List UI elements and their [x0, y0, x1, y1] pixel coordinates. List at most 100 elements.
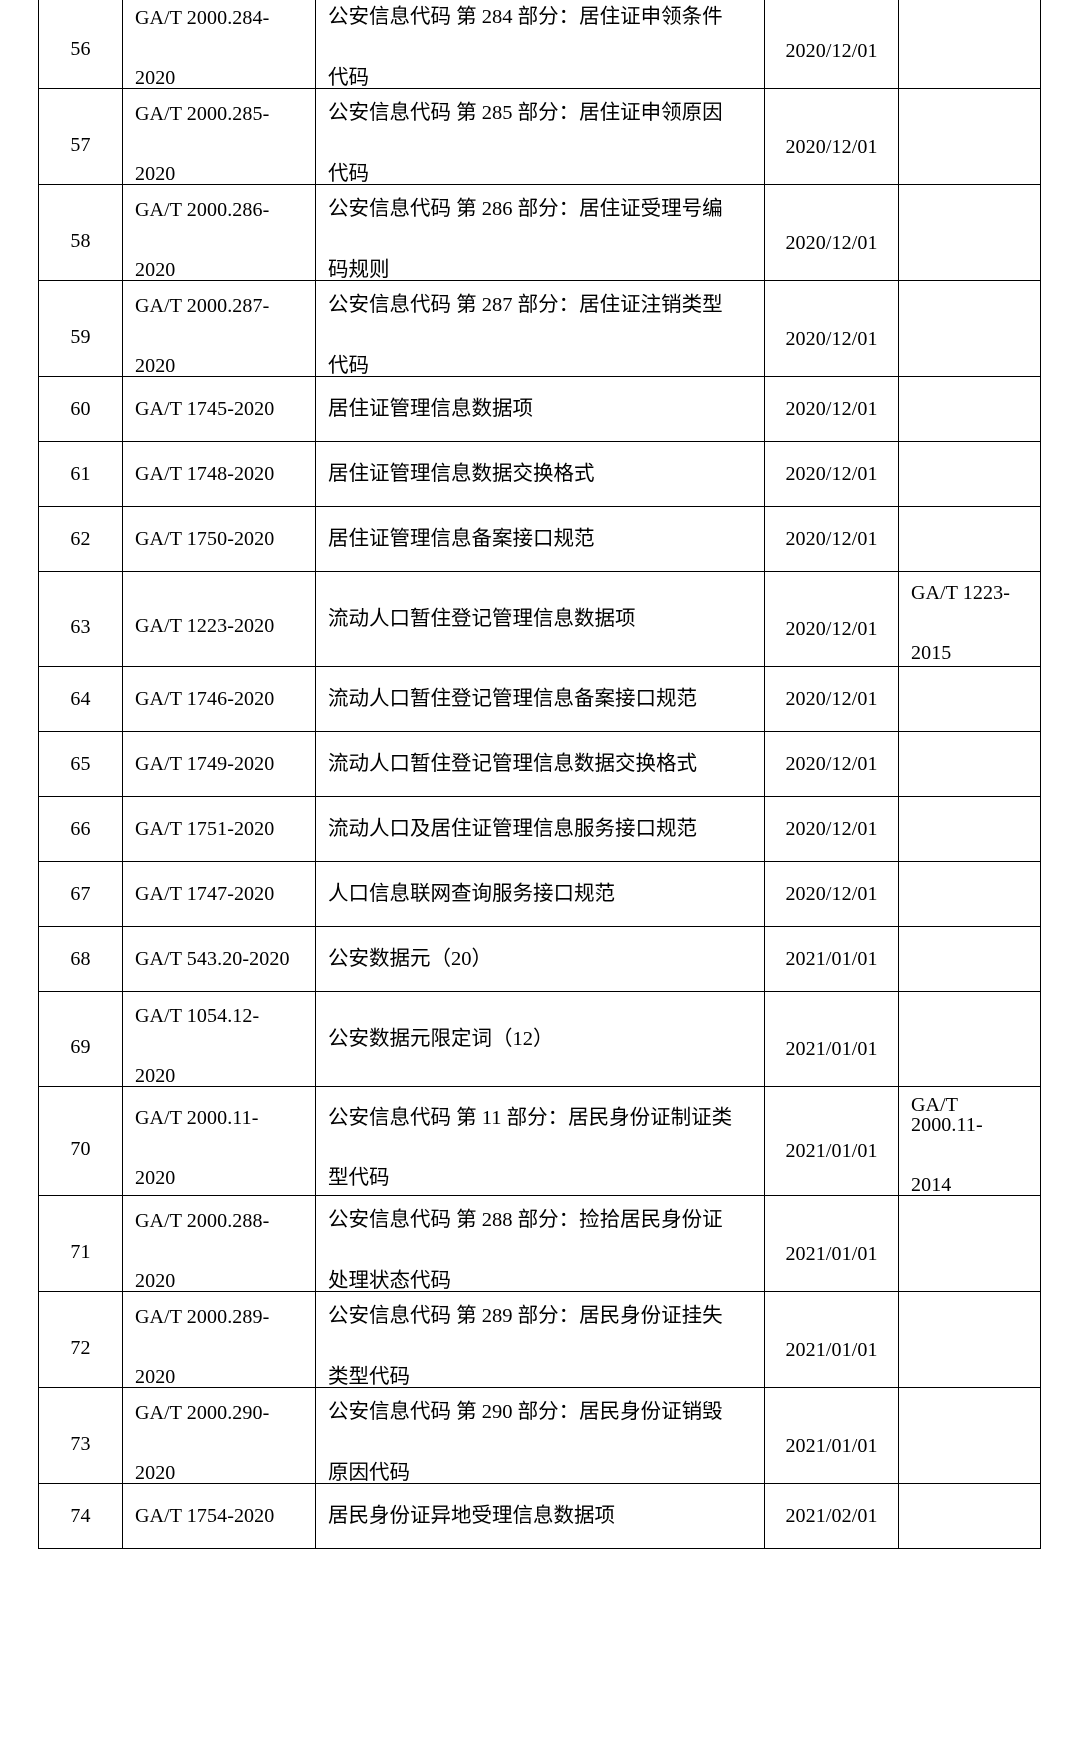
replaced-standard: GA/T 2000.11- 2014 — [899, 1087, 1040, 1195]
table-row: 62 GA/T 1750-2020 居住证管理信息备案接口规范 2020/12/01 — [38, 506, 1041, 572]
cell-standard-name: 公安信息代码 第 285 部分：居住证申领原因 代码 — [315, 88, 765, 185]
standard-code-line-1: GA/T 1749-2020 — [135, 753, 275, 775]
cell-sequence-number: 66 — [38, 796, 123, 862]
table-row: 65 GA/T 1749-2020 流动人口暂住登记管理信息数据交换格式 2020/1… — [38, 731, 1041, 797]
cell-sequence-number: 60 — [38, 376, 123, 442]
implementation-date: 2020/12/01 — [785, 753, 878, 775]
standard-name-line-1: 流动人口暂住登记管理信息备案接口规范 — [328, 687, 697, 710]
cell-replaced-standard — [898, 88, 1041, 185]
cell-implementation-date: 2020/12/01 — [764, 0, 899, 89]
table-row: 73 GA/T 2000.290- 2020 公安信息代码 第 290 部分：居民身份… — [38, 1387, 1041, 1484]
cell-standard-code: GA/T 1745-2020 — [122, 376, 316, 442]
standard-name-line-2: 处理状态代码 — [328, 1269, 451, 1292]
standard-name-line-1: 居住证管理信息数据交换格式 — [328, 462, 595, 485]
implementation-date: 2020/12/01 — [785, 688, 878, 710]
standard-code-line-2: 2020 — [135, 258, 176, 281]
standard-code-line-2: 2020 — [135, 162, 176, 185]
cell-sequence-number: 58 — [38, 184, 123, 281]
standard-code-line-2: 2020 — [135, 1269, 176, 1292]
standard-code: GA/T 1750-2020 — [123, 529, 315, 549]
standard-code-line-2: 2020 — [135, 1461, 176, 1484]
cell-standard-name: 流动人口暂住登记管理信息数据交换格式 — [315, 731, 765, 797]
cell-replaced-standard — [898, 861, 1041, 927]
cell-standard-name: 公安信息代码 第 286 部分：居住证受理号编 码规则 — [315, 184, 765, 281]
cell-standard-code: GA/T 2000.285- 2020 — [122, 88, 316, 185]
implementation-date: 2020/12/01 — [785, 528, 878, 550]
cell-implementation-date: 2021/01/01 — [764, 1291, 899, 1388]
standard-name: 公安信息代码 第 290 部分：居民身份证销毁 原因代码 — [316, 1388, 764, 1483]
cell-implementation-date: 2021/02/01 — [764, 1483, 899, 1549]
cell-replaced-standard — [898, 0, 1041, 89]
standard-code: GA/T 1054.12- 2020 — [123, 992, 315, 1086]
cell-replaced-standard — [898, 280, 1041, 377]
standard-code-line-1: GA/T 1747-2020 — [135, 883, 275, 905]
standard-code-line-2: 2020 — [135, 1365, 176, 1388]
standard-name: 流动人口暂住登记管理信息数据交换格式 — [316, 754, 764, 775]
standard-code: GA/T 1746-2020 — [123, 689, 315, 709]
standard-name: 流动人口及居住证管理信息服务接口规范 — [316, 819, 764, 840]
standard-name-line-1: 公安信息代码 第 289 部分：居民身份证挂失 — [328, 1305, 723, 1327]
sequence-number: 70 — [70, 1138, 91, 1160]
cell-standard-name: 公安信息代码 第 288 部分：捡拾居民身份证 处理状态代码 — [315, 1195, 765, 1292]
sequence-number: 67 — [70, 883, 91, 905]
cell-standard-code: GA/T 1749-2020 — [122, 731, 316, 797]
cell-standard-code: GA/T 1054.12- 2020 — [122, 991, 316, 1087]
cell-sequence-number: 61 — [38, 441, 123, 507]
cell-implementation-date: 2020/12/01 — [764, 88, 899, 185]
standard-name-line-1: 公安信息代码 第 286 部分：居住证受理号编 — [328, 198, 723, 220]
sequence-number: 56 — [70, 37, 91, 60]
standard-name-line-1: 人口信息联网查询服务接口规范 — [328, 882, 615, 905]
implementation-date: 2020/12/01 — [785, 398, 878, 420]
table-row: 57 GA/T 2000.285- 2020 公安信息代码 第 285 部分：居住证申… — [38, 88, 1041, 185]
standard-name: 公安信息代码 第 285 部分：居住证申领原因 代码 — [316, 89, 764, 184]
cell-sequence-number: 56 — [38, 0, 123, 89]
standard-code-line-1: GA/T 1748-2020 — [135, 463, 275, 485]
cell-standard-code: GA/T 1223-2020 — [122, 571, 316, 667]
table-row: 61 GA/T 1748-2020 居住证管理信息数据交换格式 2020/12/01 — [38, 441, 1041, 507]
table-row: 68 GA/T 543.20-2020 公安数据元（20） 2021/01/01 — [38, 926, 1041, 992]
standard-code-line-1: GA/T 2000.286- — [135, 198, 270, 221]
standard-name-line-1: 公安数据元（20） — [328, 947, 492, 970]
cell-replaced-standard — [898, 1483, 1041, 1549]
sequence-number: 58 — [70, 229, 91, 252]
standard-code: GA/T 1749-2020 — [123, 754, 315, 774]
cell-implementation-date: 2020/12/01 — [764, 571, 899, 667]
standard-code-line-1: GA/T 1754-2020 — [135, 1505, 275, 1527]
standard-name-line-1: 公安信息代码 第 284 部分：居住证申领条件 — [328, 6, 723, 28]
standard-code: GA/T 1223-2020 — [123, 602, 315, 636]
standard-name-line-1: 公安信息代码 第 288 部分：捡拾居民身份证 — [328, 1209, 723, 1231]
cell-replaced-standard — [898, 184, 1041, 281]
standard-code-line-1: GA/T 2000.290- — [135, 1401, 270, 1424]
cell-standard-code: GA/T 2000.11- 2020 — [122, 1086, 316, 1196]
cell-standard-name: 居住证管理信息数据项 — [315, 376, 765, 442]
implementation-date: 2020/12/01 — [785, 818, 878, 840]
cell-standard-code: GA/T 2000.286- 2020 — [122, 184, 316, 281]
standard-code: GA/T 2000.286- 2020 — [123, 186, 315, 280]
standard-name: 公安数据元限定词（12） — [316, 1029, 764, 1050]
cell-sequence-number: 63 — [38, 571, 123, 667]
standard-name-line-1: 居民身份证异地受理信息数据项 — [328, 1504, 615, 1527]
sequence-number: 59 — [70, 325, 91, 348]
standard-code-line-2: 2020 — [135, 1167, 176, 1189]
standard-name: 公安信息代码 第 284 部分：居住证申领条件 代码 — [316, 0, 764, 88]
standard-name-line-1: 流动人口及居住证管理信息服务接口规范 — [328, 817, 697, 840]
cell-standard-code: GA/T 2000.288- 2020 — [122, 1195, 316, 1292]
cell-sequence-number: 57 — [38, 88, 123, 185]
table-row: 58 GA/T 2000.286- 2020 公安信息代码 第 286 部分：居住证受… — [38, 184, 1041, 281]
standard-name-line-2: 型代码 — [328, 1167, 390, 1189]
cell-implementation-date: 2020/12/01 — [764, 796, 899, 862]
cell-standard-code: GA/T 2000.290- 2020 — [122, 1387, 316, 1484]
table-row: 71 GA/T 2000.288- 2020 公安信息代码 第 288 部分：捡拾居民… — [38, 1195, 1041, 1292]
cell-implementation-date: 2020/12/01 — [764, 731, 899, 797]
standards-table: 56 GA/T 2000.284- 2020 公安信息代码 第 284 部分：居住证申… — [38, 0, 1041, 1549]
standard-name-line-2: 类型代码 — [328, 1365, 410, 1388]
cell-replaced-standard — [898, 926, 1041, 992]
implementation-date: 2021/01/01 — [785, 1338, 878, 1361]
sequence-number: 71 — [70, 1240, 91, 1263]
standard-code: GA/T 2000.287- 2020 — [123, 282, 315, 376]
standard-name: 公安信息代码 第 287 部分：居住证注销类型 代码 — [316, 281, 764, 376]
implementation-date: 2021/01/01 — [785, 1140, 878, 1162]
replaced-standard-line-2: 2015 — [911, 642, 952, 664]
sequence-number: 61 — [70, 463, 91, 485]
cell-replaced-standard — [898, 991, 1041, 1087]
